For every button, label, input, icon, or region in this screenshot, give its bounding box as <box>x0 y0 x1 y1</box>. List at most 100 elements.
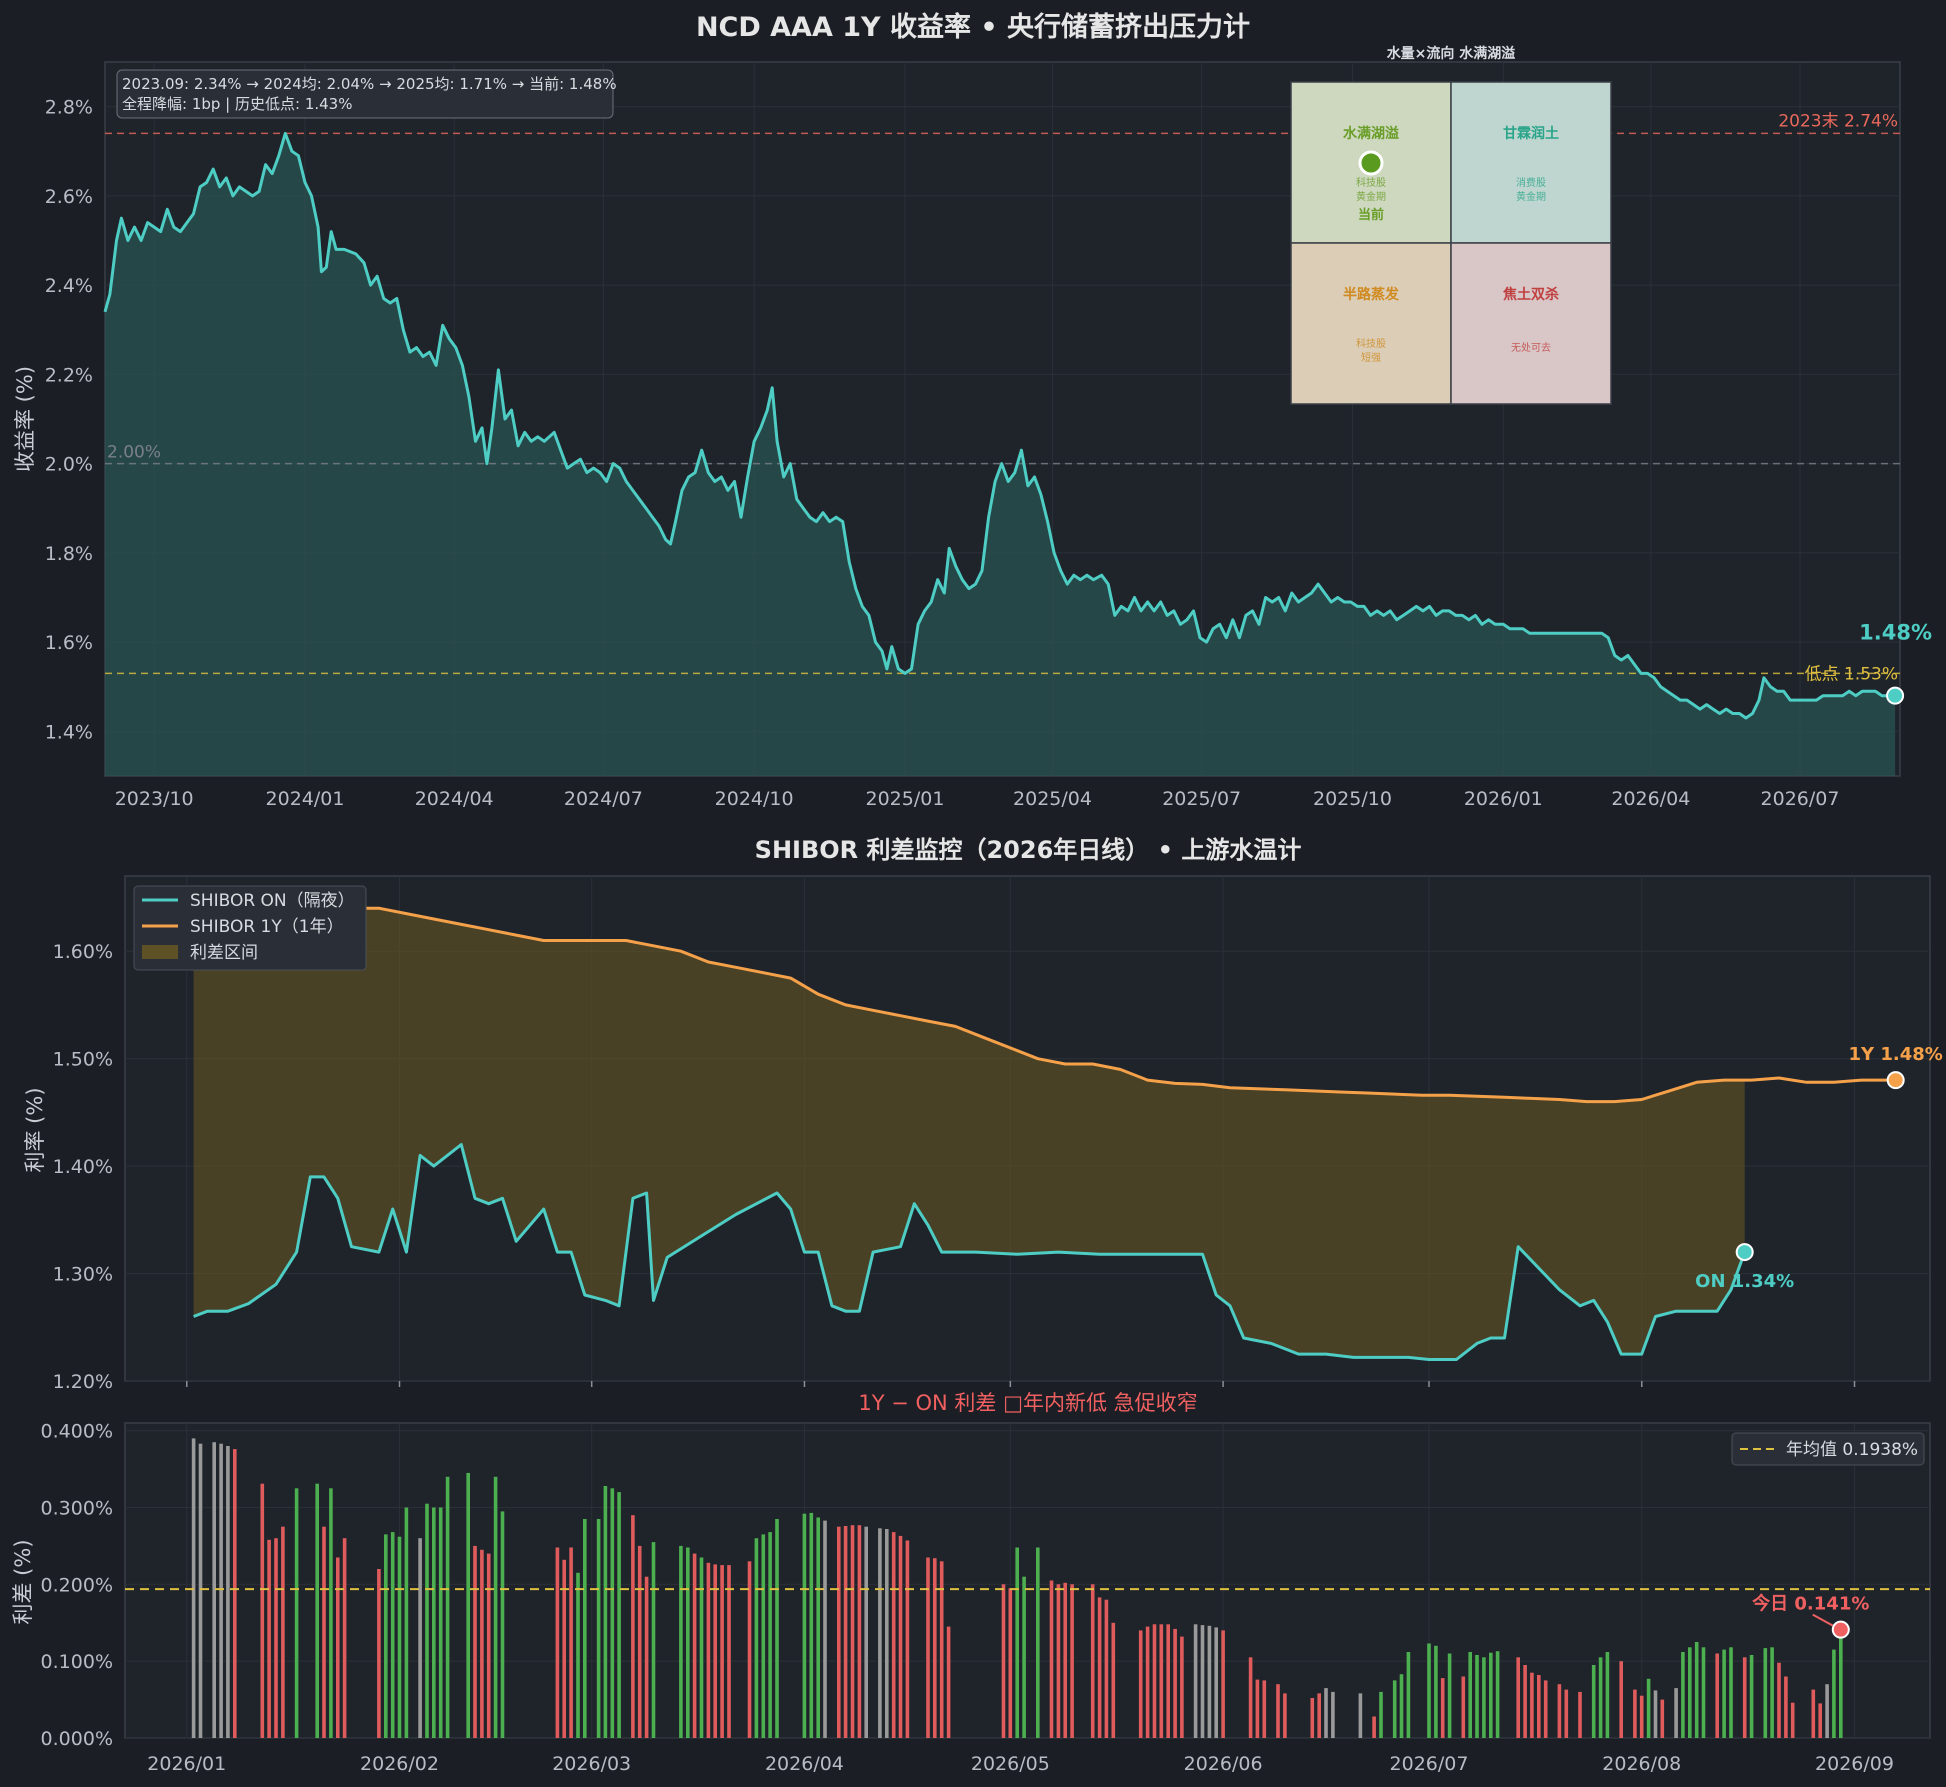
ncd-y-tick-label: 1.8% <box>45 543 93 565</box>
quadrant-cell <box>1450 242 1612 405</box>
spread-bar <box>850 1525 855 1738</box>
spread-bar <box>260 1483 265 1738</box>
spread-bar <box>1715 1653 1719 1738</box>
spread-band <box>193 886 1745 1360</box>
spread-bar <box>1825 1684 1829 1738</box>
legend-label-band: 利差区间 <box>190 943 258 963</box>
spread-bar <box>1180 1636 1184 1738</box>
spread-bar <box>1660 1699 1665 1738</box>
spread-bar <box>761 1534 766 1738</box>
ncd-info-line-2: 全程降幅: 1bp | 历史低点: 1.43% <box>122 95 352 113</box>
ncd-yield-line <box>103 131 1896 720</box>
spread-bar <box>878 1528 882 1738</box>
shibor-y-tick-label: 1.40% <box>53 1156 113 1178</box>
spread-bar <box>1839 1629 1843 1738</box>
spread-y-tick-label: 0.100% <box>41 1651 113 1673</box>
spread-bar <box>857 1525 862 1738</box>
ncd-y-tick-label: 2.2% <box>45 364 93 386</box>
shibor-on-end-point <box>1735 1243 1754 1262</box>
ncd-x-tick-label: 2025/10 <box>1313 788 1392 810</box>
quadrant-cell <box>1290 242 1452 405</box>
spread-bar <box>562 1559 566 1738</box>
ncd-x-tick-label: 2025/01 <box>865 788 944 810</box>
spread-bar <box>1646 1678 1651 1738</box>
spread-bar <box>864 1526 868 1738</box>
spread-bar <box>1537 1675 1541 1738</box>
spread-bar <box>802 1513 807 1738</box>
spread-bar <box>1427 1643 1431 1738</box>
spread-bar <box>596 1519 601 1738</box>
spread-bar <box>816 1517 820 1738</box>
ncd-x-tick-label: 2026/04 <box>1611 788 1690 810</box>
ncd-x-tick-label: 2023/10 <box>115 788 194 810</box>
quadrant-cell-name: 焦土双杀 <box>1502 286 1559 303</box>
ncd-x-tick-label: 2024/01 <box>266 788 345 810</box>
spread-bar <box>1591 1665 1596 1738</box>
spread-bar <box>1159 1624 1164 1738</box>
shibor-chart-title: SHIBOR 利差监控（2026年日线） • 上游水温计 <box>755 836 1302 864</box>
spread-bar <box>315 1483 319 1738</box>
spread-bar <box>473 1545 477 1738</box>
spread-bar <box>322 1526 326 1738</box>
spread-x-tick-label: 2026/05 <box>971 1753 1050 1775</box>
ncd-info-box <box>116 69 614 119</box>
spread-bar <box>576 1572 580 1738</box>
spread-bar <box>480 1549 484 1738</box>
spread-bar <box>891 1532 896 1738</box>
spread-bar <box>1440 1678 1445 1738</box>
ncd-x-tick-label: 2024/04 <box>415 788 494 810</box>
spread-bar <box>1688 1647 1692 1738</box>
spread-bar <box>1056 1584 1061 1738</box>
spread-y-tick-label: 0.000% <box>41 1728 113 1750</box>
spread-bar <box>1255 1679 1260 1738</box>
spread-bar <box>1729 1647 1733 1738</box>
spread-bar <box>1015 1547 1019 1738</box>
spread-bar <box>843 1526 848 1738</box>
quadrant-current-label: 当前 <box>1358 207 1384 223</box>
quadrant-cell-sub: 消费股 <box>1516 176 1546 189</box>
spread-bar <box>1701 1647 1706 1738</box>
spread-bar <box>1310 1698 1315 1738</box>
spread-bar <box>281 1526 285 1738</box>
spread-bar <box>713 1564 717 1738</box>
spread-bar <box>1434 1645 1438 1738</box>
ncd-current-label: 1.48% <box>1859 621 1932 645</box>
spread-bar <box>1008 1588 1013 1738</box>
spread-bar <box>686 1547 690 1738</box>
legend-label-1y: SHIBOR 1Y（1年） <box>190 917 344 937</box>
ncd-info-line-1: 2023.09: 2.34% → 2024均: 2.04% → 2025均: 1… <box>122 75 617 93</box>
ncd-y-tick-label: 1.4% <box>45 721 93 743</box>
spread-bar <box>603 1486 608 1738</box>
spread-y-tick-label: 0.400% <box>41 1421 113 1443</box>
quadrant-cell-sub: 无处可去 <box>1511 342 1551 354</box>
spread-bar <box>1200 1625 1205 1738</box>
spread-bar <box>1811 1689 1816 1738</box>
today-arrow <box>1812 1613 1834 1627</box>
spread-bar <box>1619 1661 1623 1738</box>
ncd-area-fill <box>105 133 1896 776</box>
spread-x-tick-label: 2026/02 <box>360 1753 439 1775</box>
spread-bar <box>1818 1703 1822 1738</box>
spread-bar <box>486 1553 491 1738</box>
spread-bar <box>198 1443 203 1738</box>
quadrant-cell-name: 半路蒸发 <box>1343 286 1400 303</box>
spread-bar <box>823 1520 827 1738</box>
spread-bar <box>1489 1652 1493 1738</box>
spread-bar <box>1022 1576 1026 1738</box>
spread-x-tick-label: 2026/04 <box>765 1753 844 1775</box>
spread-bar <box>651 1542 656 1738</box>
spread-bar <box>1784 1676 1788 1738</box>
spread-bar <box>1001 1584 1006 1738</box>
shibor-y-tick-label: 1.50% <box>53 1049 113 1071</box>
ref-label-low: 低点 1.53% <box>1805 664 1898 684</box>
spread-bar <box>1543 1680 1548 1738</box>
spread-bar <box>445 1476 450 1738</box>
spread-bar <box>404 1507 409 1738</box>
spread-bar <box>1049 1580 1054 1738</box>
ncd-y-tick-label: 2.8% <box>45 97 93 119</box>
spread-bar <box>397 1536 402 1738</box>
spread-bar <box>775 1519 779 1738</box>
quadrant-cell <box>1450 81 1612 244</box>
spread-bar <box>425 1503 429 1738</box>
